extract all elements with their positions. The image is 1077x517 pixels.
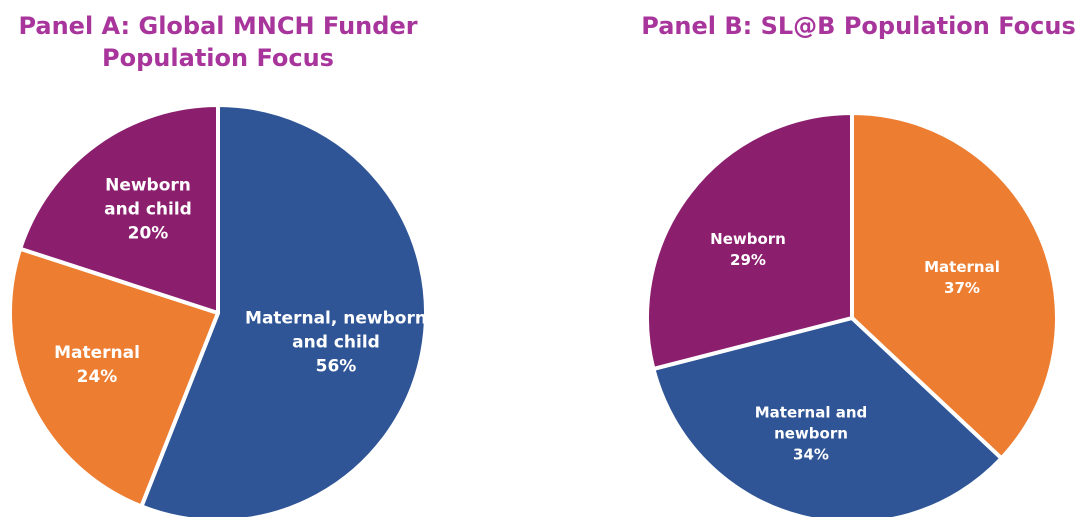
value-label: 24% [76, 367, 118, 387]
category-label: Maternal [924, 258, 1000, 276]
value-label: 34% [793, 445, 829, 464]
chart-title: Panel B: SL@B Population Focus [641, 12, 1076, 40]
slice-label: Newborn and child 20% [93, 174, 203, 245]
slice-label: Maternal 37% [912, 257, 1012, 299]
pie-slice [850, 111, 1060, 461]
pie-slice [139, 103, 428, 517]
pie-slice [18, 103, 220, 315]
value-label: 20% [127, 222, 169, 243]
pie-slice [651, 316, 1004, 517]
category-label: Newborn [710, 230, 786, 248]
slice-label: Maternal, newborn and child 56% [226, 307, 446, 378]
pie-slice [645, 111, 854, 371]
category-label: Maternal [54, 343, 140, 364]
category-label: Newborn and child [104, 175, 192, 220]
slice-label: Maternal 24% [47, 342, 147, 390]
slice-label: Maternal and newborn 34% [746, 403, 876, 466]
pie-slice [8, 246, 220, 509]
slice-label: Newborn 29% [698, 229, 798, 271]
value-label: 37% [944, 279, 980, 297]
category-label: Maternal, newborn and child [245, 308, 427, 353]
category-label: Maternal and newborn [754, 403, 868, 443]
value-label: 56% [315, 355, 357, 376]
chart-title: Panel A: Global MNCH Funder Population F… [18, 12, 418, 72]
value-label: 29% [730, 251, 766, 269]
